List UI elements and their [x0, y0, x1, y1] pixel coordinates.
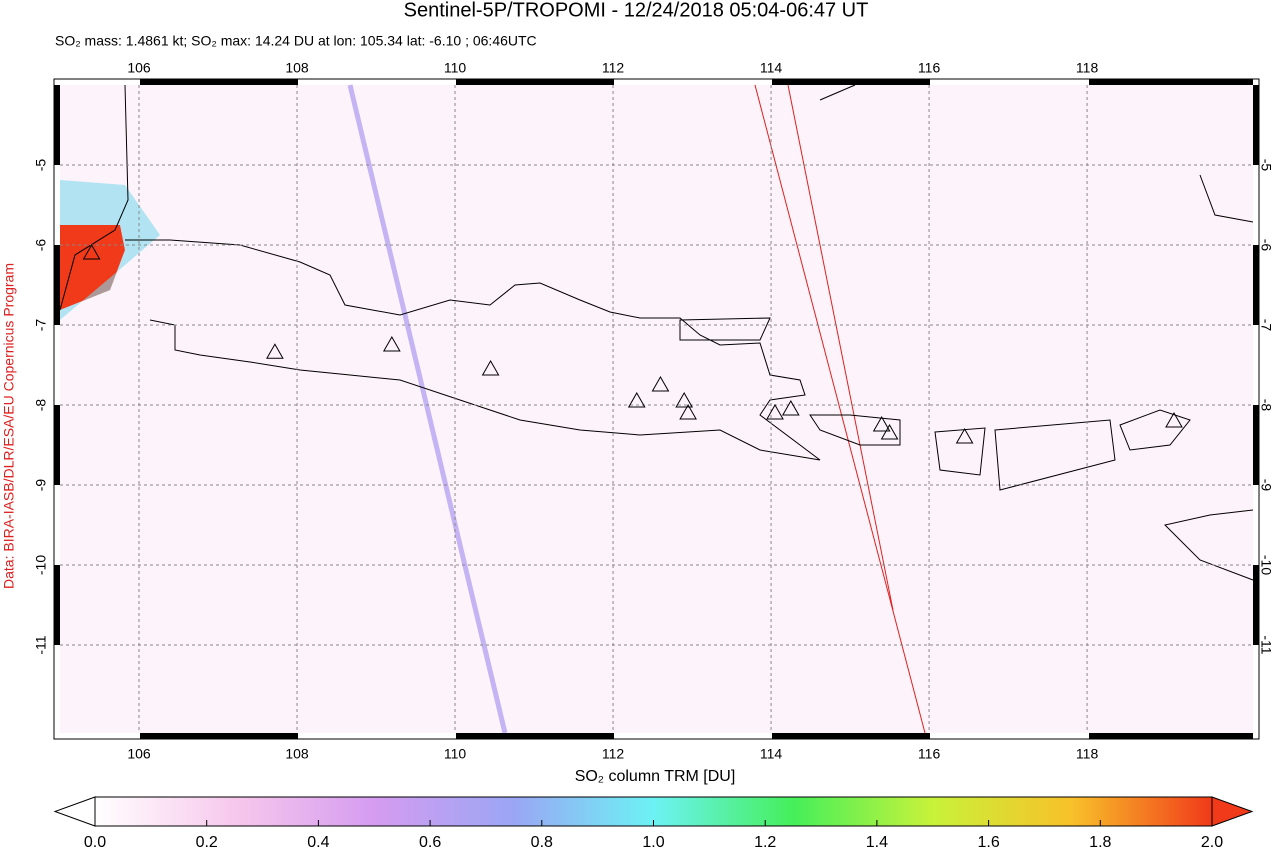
- y-tick-label: -8: [33, 399, 49, 412]
- credit: Data: BIRA-IASB/DLR/ESA/EU Copernicus Pr…: [1, 263, 17, 589]
- y-tick-label: -6: [33, 239, 49, 252]
- swath-edge: [347, 84, 508, 734]
- x-tick-label: 106: [127, 60, 151, 76]
- colorbar-tick-label: 1.4: [866, 834, 888, 851]
- orbit-line: [787, 84, 894, 611]
- x-tick-label: 106: [127, 746, 151, 762]
- colorbar-tick-label: 2.0: [1201, 834, 1223, 851]
- coastlines: [59, 84, 1254, 581]
- y-tick-label: -9: [1258, 479, 1272, 492]
- map-area: [60, 85, 1253, 733]
- subtitle: SO₂ mass: 1.4861 kt; SO₂ max: 14.24 DU a…: [55, 33, 537, 49]
- x-tick-label: 116: [918, 746, 941, 762]
- y-tick-label: -5: [1258, 159, 1272, 172]
- x-tick-label: 112: [602, 746, 625, 762]
- orbit-line: [754, 84, 926, 734]
- y-tick-label: -10: [1258, 555, 1272, 575]
- volcano-marker: [781, 399, 800, 416]
- y-tick-label: -5: [33, 159, 49, 172]
- y-tick-label: -7: [33, 319, 49, 332]
- colorbar-tick-label: 0.4: [307, 834, 329, 851]
- x-tick-label: 112: [602, 60, 625, 76]
- x-axis-label: SO₂ column TRM [DU]: [575, 768, 736, 785]
- x-tick-label: 114: [760, 60, 783, 76]
- y-tick-label: -11: [33, 635, 49, 654]
- colorbar-tick-label: 0.0: [84, 834, 106, 851]
- x-tick-label: 114: [760, 746, 783, 762]
- frame-bars: [53, 78, 1260, 740]
- volcano-marker: [382, 335, 401, 352]
- colorbar-tick-label: 0.8: [531, 834, 553, 851]
- colorbar-under: [53, 796, 96, 827]
- volcano-marker: [82, 243, 101, 260]
- volcano-marker: [627, 391, 646, 408]
- volcano-marker: [955, 427, 974, 444]
- volcano-marker: [481, 359, 500, 376]
- x-tick-label: 108: [285, 746, 309, 762]
- volcano-marker: [880, 423, 899, 440]
- volcano-marker: [872, 415, 891, 432]
- colorbar-tick-label: 0.2: [196, 834, 218, 851]
- colorbar-tick-label: 1.8: [1089, 834, 1111, 851]
- y-tick-label: -8: [1258, 399, 1272, 412]
- y-tick-label: -7: [1258, 319, 1272, 332]
- chart-title: Sentinel-5P/TROPOMI - 12/24/2018 05:04-0…: [404, 0, 869, 21]
- so2-halo: [60, 180, 160, 320]
- volcano-marker: [675, 391, 694, 408]
- x-tick-label: 118: [1076, 746, 1099, 762]
- volcano-marker: [679, 403, 697, 420]
- x-tick-label: 118: [1076, 60, 1099, 76]
- colorbar-tick-label: 0.6: [419, 834, 441, 851]
- colorbar-tick-label: 1.6: [977, 834, 999, 851]
- colorbar-tick-label: 1.0: [642, 834, 664, 851]
- y-tick-label: -11: [1258, 635, 1272, 654]
- y-tick-label: -9: [33, 479, 49, 492]
- x-tick-label: 108: [285, 60, 309, 76]
- y-tick-label: -10: [33, 555, 49, 575]
- colorbar-over: [1211, 796, 1254, 827]
- volcano-marker: [266, 343, 284, 359]
- x-tick-label: 116: [918, 60, 941, 76]
- volcano-marker: [1165, 411, 1183, 428]
- volcano-marker: [651, 375, 670, 392]
- volcano-marker: [766, 403, 784, 420]
- x-tick-label: 110: [444, 60, 467, 76]
- y-tick-label: -6: [1258, 239, 1272, 252]
- x-tick-label: 110: [444, 746, 467, 762]
- colorbar-tick-label: 1.2: [754, 834, 776, 851]
